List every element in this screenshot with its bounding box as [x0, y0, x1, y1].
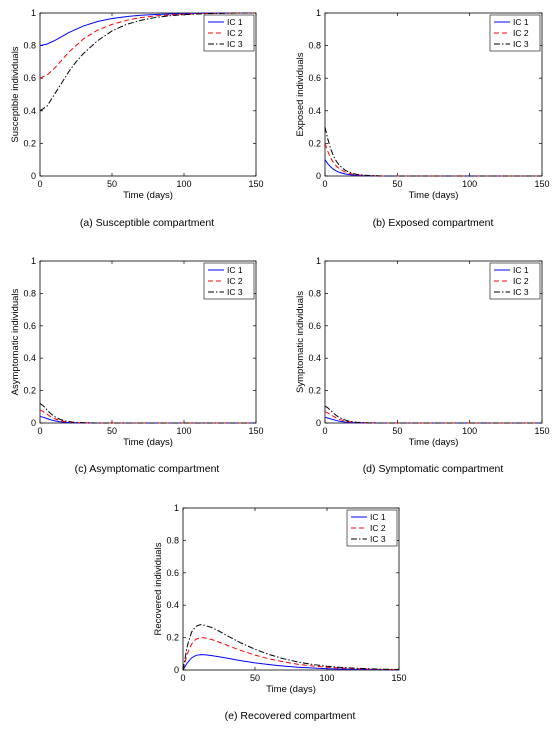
panel-caption: (a) Susceptible compartment [80, 217, 214, 229]
x-axis-label: Time (days) [409, 190, 459, 201]
series-line-ic1 [182, 654, 400, 671]
plot-frame [182, 507, 400, 671]
x-tick-label: 100 [319, 673, 334, 683]
y-tick-label: 1 [31, 256, 36, 266]
x-tick-label: 100 [462, 179, 477, 189]
y-tick-label: 0.4 [23, 106, 36, 116]
panel-d: 0 50 100 150 0 0.2 0.4 0.6 0.8 1 Time (days) Sympto… [295, 256, 550, 475]
x-tick-label: 0 [180, 673, 185, 683]
y-tick-label: 0.8 [23, 288, 36, 298]
x-tick-label: 0 [37, 179, 42, 189]
x-tick-label: 150 [391, 673, 406, 683]
y-tick-label: 0.4 [23, 353, 36, 363]
y-tick-label: 0.4 [308, 106, 321, 116]
y-tick-label: 0 [31, 418, 36, 428]
x-tick-label: 100 [462, 426, 477, 436]
x-tick-label: 50 [250, 673, 260, 683]
series-line-ic1 [324, 159, 542, 177]
y-tick-label: 0.6 [23, 321, 36, 331]
legend-label-ic1: IC 1 [227, 265, 243, 275]
x-tick-label: 50 [107, 426, 117, 436]
y-tick-label: 0.6 [308, 321, 321, 331]
panel-e: 0 50 100 150 0 0.2 0.4 0.6 0.8 1 Time (days) Recove… [153, 503, 407, 722]
y-tick-label: 0.2 [308, 386, 321, 396]
x-tick-label: 150 [534, 179, 549, 189]
x-tick-label: 100 [176, 179, 191, 189]
x-tick-label: 150 [534, 426, 549, 436]
x-tick-label: 100 [176, 426, 191, 436]
series-line-ic2 [39, 409, 256, 424]
legend-label-ic1: IC 1 [513, 265, 529, 275]
legend-label-ic1: IC 1 [227, 17, 243, 27]
legend-label-ic1: IC 1 [513, 17, 529, 27]
y-tick-label: 0.4 [166, 600, 179, 610]
panel-caption: (b) Exposed compartment [373, 217, 494, 229]
y-tick-label: 0.4 [308, 353, 321, 363]
plot-frame [39, 12, 257, 177]
y-tick-label: 0 [316, 171, 321, 181]
panel-caption: (e) Recovered compartment [225, 710, 356, 722]
panel-b: 0 50 100 150 0 0.2 0.4 0.6 0.8 1 Time (days) Expose… [295, 8, 550, 229]
legend-label-ic1: IC 1 [370, 512, 386, 522]
y-tick-label: 0.8 [23, 41, 36, 51]
panel-c: 0 50 100 150 0 0.2 0.4 0.6 0.8 1 Time (days) Asympt… [10, 256, 264, 475]
series-line-ic2 [182, 637, 400, 671]
x-axis-label: Time (days) [123, 190, 173, 201]
y-axis-label: Susceptible individuals [10, 46, 21, 142]
legend-label-ic3: IC 3 [513, 287, 529, 297]
y-tick-label: 0.2 [166, 633, 179, 643]
series-line-ic3 [182, 624, 400, 671]
legend-label-ic2: IC 2 [513, 276, 529, 286]
y-tick-label: 0.6 [166, 568, 179, 578]
y-axis-label: Symptomatic individuals [295, 291, 306, 393]
y-tick-label: 0 [174, 665, 179, 675]
legend-label-ic3: IC 3 [227, 39, 243, 49]
y-tick-label: 1 [174, 503, 179, 513]
x-axis-label: Time (days) [266, 684, 316, 695]
series-line-ic2 [324, 411, 542, 424]
legend-label-ic2: IC 2 [370, 523, 386, 533]
x-axis-label: Time (days) [409, 437, 459, 448]
y-tick-label: 1 [316, 8, 321, 18]
x-axis-label: Time (days) [123, 437, 173, 448]
y-axis-label: Exposed individuals [295, 52, 306, 136]
y-tick-label: 0.2 [308, 138, 321, 148]
x-tick-label: 50 [392, 179, 402, 189]
y-tick-label: 0.8 [308, 41, 321, 51]
y-tick-label: 0 [316, 418, 321, 428]
y-tick-label: 1 [31, 8, 36, 18]
panel-caption: (c) Asymptomatic compartment [75, 463, 220, 475]
y-tick-label: 0.6 [23, 73, 36, 83]
y-axis-label: Asymptomatic individuals [10, 288, 21, 395]
x-tick-label: 0 [37, 426, 42, 436]
y-tick-label: 0 [31, 171, 36, 181]
y-tick-label: 0.8 [166, 535, 179, 545]
y-tick-label: 0.2 [23, 386, 36, 396]
legend-label-ic2: IC 2 [513, 28, 529, 38]
legend-label-ic3: IC 3 [513, 39, 529, 49]
panel-a: 0 50 100 150 0 0.2 0.4 0.6 0.8 1 Time (days) Suscep… [10, 8, 264, 229]
x-tick-label: 150 [248, 426, 263, 436]
legend-label-ic3: IC 3 [227, 287, 243, 297]
series-line-ic3 [324, 405, 542, 424]
legend-label-ic3: IC 3 [370, 534, 386, 544]
y-tick-label: 0.6 [308, 73, 321, 83]
series-line-ic3 [324, 126, 542, 177]
y-tick-label: 0.2 [23, 138, 36, 148]
series-line-ic2 [324, 143, 542, 177]
x-tick-label: 50 [107, 179, 117, 189]
panel-caption: (d) Symptomatic compartment [363, 463, 504, 475]
x-tick-label: 150 [248, 179, 263, 189]
series-line-ic3 [39, 403, 256, 424]
x-tick-label: 0 [322, 426, 327, 436]
y-axis-label: Recovered individuals [153, 542, 164, 635]
y-tick-label: 0.8 [308, 288, 321, 298]
x-tick-label: 50 [392, 426, 402, 436]
y-tick-label: 1 [316, 256, 321, 266]
legend-label-ic2: IC 2 [227, 28, 243, 38]
series-line-ic3 [39, 12, 256, 112]
x-tick-label: 0 [322, 179, 327, 189]
legend-label-ic2: IC 2 [227, 276, 243, 286]
